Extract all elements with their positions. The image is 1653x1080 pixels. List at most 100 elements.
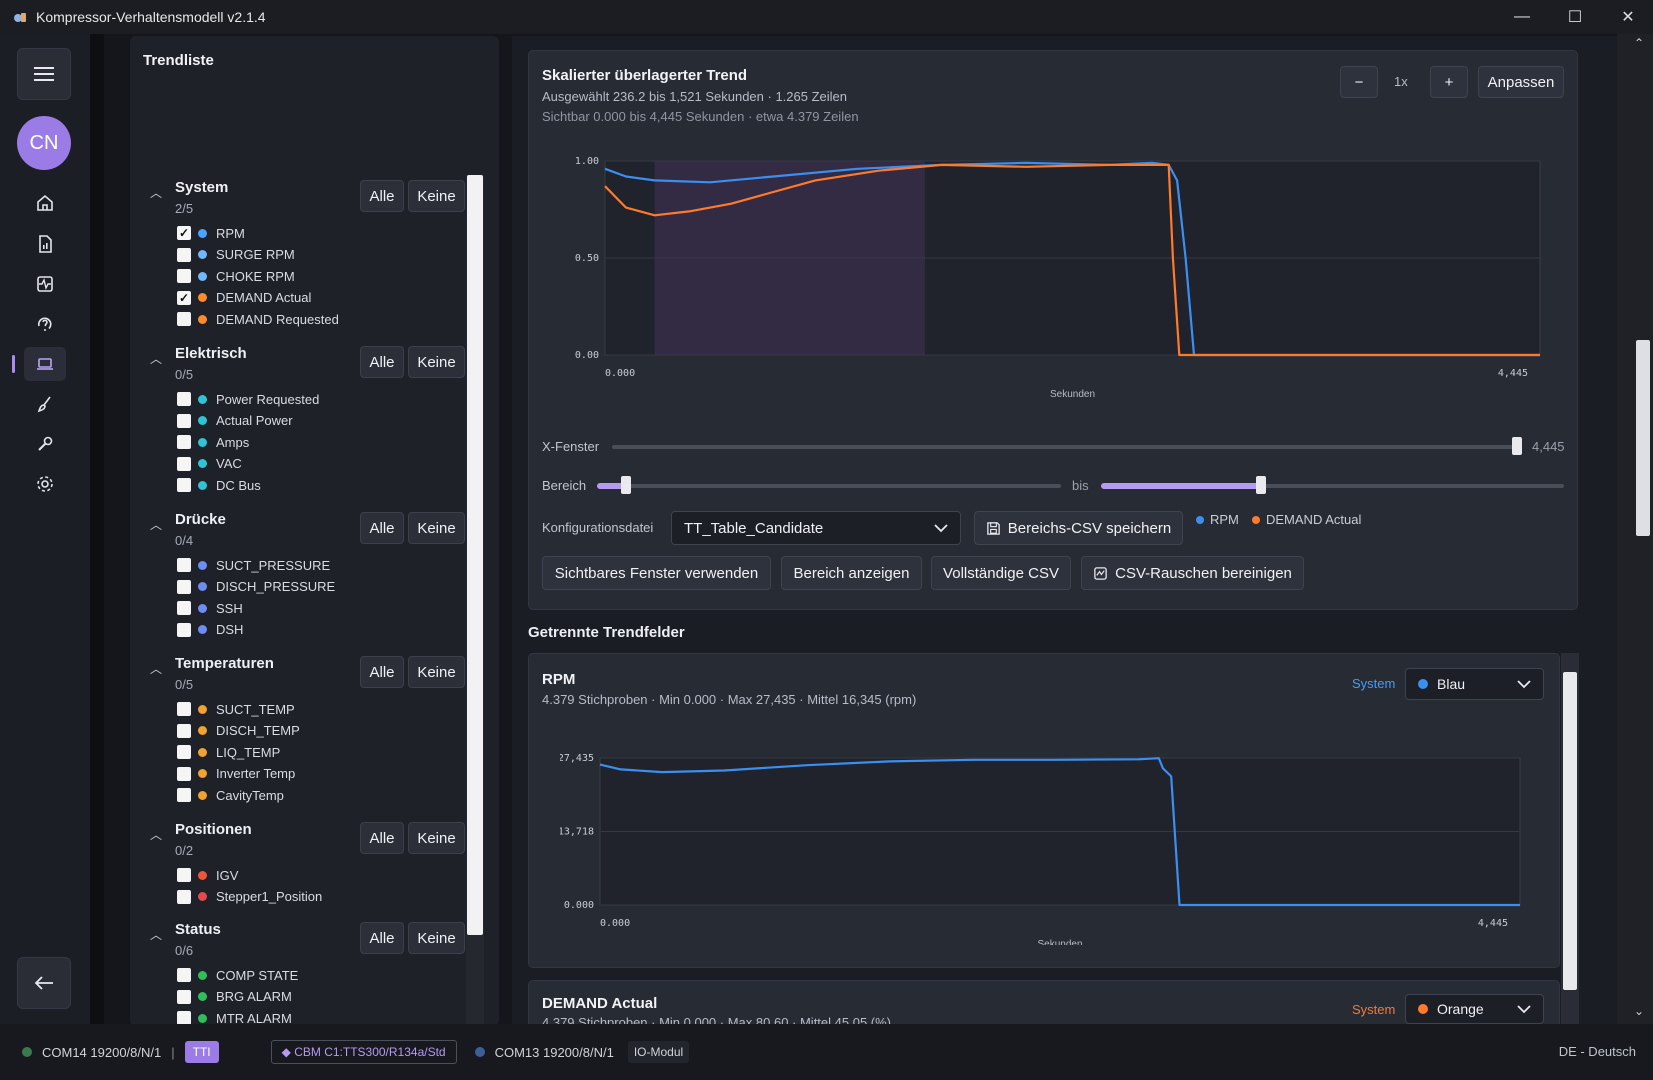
maximize-button[interactable]: ☐ (1567, 9, 1583, 26)
select-all-button[interactable]: Alle (360, 512, 404, 544)
trend-item[interactable]: DISCH_TEMP (177, 722, 300, 740)
main-scroll-thumb[interactable] (1636, 340, 1650, 536)
trend-checkbox[interactable] (177, 788, 191, 802)
trend-item[interactable]: Actual Power (177, 412, 293, 430)
group-title[interactable]: Positionen (175, 821, 252, 838)
select-all-button[interactable]: Alle (360, 346, 404, 378)
minimize-button[interactable]: — (1514, 8, 1530, 25)
io-module-badge[interactable]: IO-Modul (627, 1041, 690, 1063)
collapse-caret-icon[interactable]: ︿ (150, 186, 163, 200)
trend-item[interactable]: Power Requested (177, 390, 319, 408)
range-end-handle[interactable] (1256, 476, 1266, 494)
show-range-button[interactable]: Bereich anzeigen (781, 556, 922, 590)
trend-item[interactable]: BRG ALARM (177, 988, 292, 1006)
select-all-button[interactable]: Alle (360, 656, 404, 688)
trend-checkbox[interactable] (177, 269, 191, 283)
range-start-handle[interactable] (621, 476, 631, 494)
trend-item[interactable]: CHOKE RPM (177, 267, 295, 285)
select-all-button[interactable]: Alle (360, 922, 404, 954)
trend-checkbox[interactable] (177, 702, 191, 716)
nav-home[interactable] (24, 186, 66, 220)
nav-monitor[interactable] (24, 267, 66, 301)
trend-item[interactable]: COMP STATE (177, 966, 298, 984)
group-title[interactable]: Status (175, 921, 221, 938)
zoom-out-button[interactable]: − (1340, 66, 1378, 98)
zoom-in-button[interactable]: + (1430, 66, 1468, 98)
trend-item[interactable]: DC Bus (177, 476, 261, 494)
trend-checkbox[interactable]: ✓ (177, 290, 191, 305)
trend-checkbox[interactable] (177, 247, 191, 262)
trend-item[interactable]: Inverter Temp (177, 765, 295, 783)
trend-item[interactable]: Stepper1_Position (177, 888, 322, 906)
trend-item[interactable]: ✓ DEMAND Actual (177, 289, 311, 307)
select-all-button[interactable]: Alle (360, 180, 404, 212)
trend-item[interactable]: CavityTemp (177, 786, 284, 804)
nav-support[interactable] (24, 307, 66, 341)
config-file-select[interactable]: TT_Table_Candidate (671, 511, 961, 545)
trend-item[interactable]: ✓ RPM (177, 224, 245, 242)
model-badge[interactable]: ◆ CBM C1:TTS300/R134a/Std (270, 1040, 457, 1064)
range-end-slider[interactable] (1101, 484, 1564, 488)
trend-checkbox[interactable] (177, 392, 191, 406)
nav-edit[interactable] (24, 387, 66, 421)
collapse-caret-icon[interactable]: ︿ (150, 352, 163, 366)
trend-item[interactable]: Amps (177, 433, 249, 451)
trend-item[interactable]: LIQ_TEMP (177, 743, 280, 761)
group-title[interactable]: Temperaturen (175, 655, 274, 672)
collapse-caret-icon[interactable]: ︿ (150, 828, 163, 842)
save-range-csv-button[interactable]: Bereichs-CSV speichern (974, 511, 1183, 545)
trend-checkbox[interactable] (177, 889, 191, 904)
select-none-button[interactable]: Keine (408, 922, 465, 954)
trend-item[interactable]: DEMAND Requested (177, 310, 339, 328)
scroll-up-icon[interactable]: ⌃ (1634, 36, 1645, 50)
trend-item[interactable]: DISCH_PRESSURE (177, 578, 335, 596)
nav-settings[interactable] (24, 467, 66, 501)
tti-badge[interactable]: TTI (184, 1041, 219, 1063)
avatar[interactable]: CN (17, 116, 71, 170)
overlay-chart[interactable]: 1.00 0.50 0.00 0.000 4,445 Sekunden (560, 145, 1560, 405)
trend-checkbox[interactable] (177, 622, 191, 637)
select-none-button[interactable]: Keine (408, 180, 465, 212)
trend-checkbox[interactable] (177, 989, 191, 1004)
trend-checkbox[interactable] (177, 968, 191, 982)
rpm-color-select[interactable]: Blau (1405, 668, 1544, 700)
scroll-down-icon[interactable]: ⌄ (1634, 1004, 1645, 1018)
trend-checkbox[interactable] (177, 1011, 191, 1025)
group-title[interactable]: System (175, 179, 229, 196)
trend-checkbox[interactable] (177, 601, 191, 615)
demand-color-select[interactable]: Orange (1405, 994, 1544, 1024)
trend-checkbox[interactable] (177, 312, 191, 326)
collapse-caret-icon[interactable]: ︿ (150, 928, 163, 942)
language-indicator[interactable]: DE - Deutsch (1558, 1044, 1636, 1059)
clean-csv-noise-button[interactable]: CSV-Rauschen bereinigen (1081, 556, 1304, 590)
trend-checkbox[interactable] (177, 558, 191, 572)
fit-button[interactable]: Anpassen (1478, 66, 1564, 98)
use-visible-window-button[interactable]: Sichtbares Fenster verwenden (542, 556, 771, 590)
trend-checkbox[interactable] (177, 478, 191, 492)
trend-list-scroll-thumb[interactable] (467, 175, 483, 935)
collapse-caret-icon[interactable]: ︿ (150, 662, 163, 676)
trend-checkbox[interactable] (177, 579, 191, 594)
trend-item[interactable]: MTR ALARM (177, 1009, 292, 1027)
trend-item[interactable]: SUCT_PRESSURE (177, 556, 330, 574)
x-window-slider[interactable] (612, 445, 1517, 449)
select-none-button[interactable]: Keine (408, 346, 465, 378)
trend-item[interactable]: SURGE RPM (177, 246, 295, 264)
trend-item[interactable]: IGV (177, 866, 238, 884)
group-title[interactable]: Elektrisch (175, 345, 247, 362)
trend-checkbox[interactable]: ✓ (177, 226, 191, 240)
trend-checkbox[interactable] (177, 413, 191, 428)
rpm-chart[interactable]: 27,435 13,718 0.000 0.000 4,445 Sekunden (560, 745, 1540, 945)
trend-checkbox[interactable] (177, 435, 191, 449)
collapse-caret-icon[interactable]: ︿ (150, 518, 163, 532)
x-window-slider-handle[interactable] (1512, 437, 1522, 455)
nav-report[interactable] (24, 227, 66, 261)
trend-checkbox[interactable] (177, 723, 191, 738)
select-none-button[interactable]: Keine (408, 656, 465, 688)
nav-tools[interactable] (24, 427, 66, 461)
select-all-button[interactable]: Alle (360, 822, 404, 854)
trend-checkbox[interactable] (177, 745, 191, 759)
trend-checkbox[interactable] (177, 766, 191, 781)
fields-scroll-thumb[interactable] (1563, 672, 1577, 990)
trend-item[interactable]: SUCT_TEMP (177, 700, 295, 718)
